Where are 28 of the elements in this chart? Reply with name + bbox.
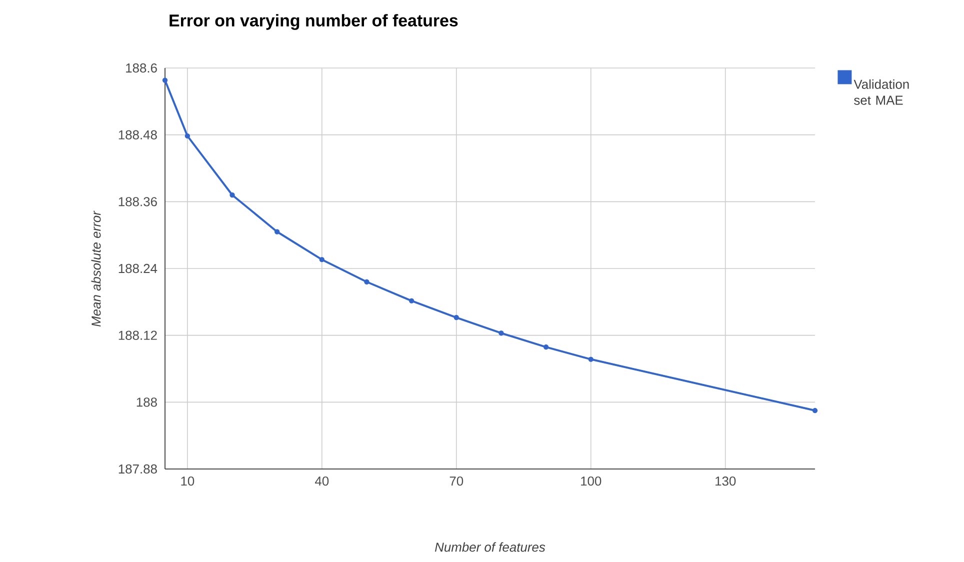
y-tick-label: 188.36 [118,197,157,206]
y-tick-label: 188.48 [118,130,157,140]
y-tick-label: 188.12 [118,330,157,340]
x-tick-label: 70 [450,476,464,486]
point [274,229,280,234]
point [230,192,235,198]
point [162,78,168,83]
point [812,408,818,414]
point [364,279,370,284]
y-axis-title: Mean absolute error [91,210,101,327]
y-tick-label: 187.88 [118,464,157,474]
x-axis-title: Number of features [434,542,546,552]
point [184,133,190,139]
x-tick-label: 40 [314,476,329,486]
point [498,330,504,336]
y-tick-label: 188.24 [118,264,158,274]
x-tick-label: 130 [716,476,736,486]
point [588,356,594,362]
y-tick-label: 188.6 [126,63,157,73]
x-tick-label: 100 [581,476,602,486]
point [543,344,549,350]
legend-label: Validation set MAE [854,79,909,105]
point [319,256,324,262]
point [454,314,459,320]
point [408,298,414,304]
y-tick-label: 188 [136,398,157,407]
x-tick-label: 10 [181,476,194,486]
chart-title: Error on varying number of features [170,14,458,30]
